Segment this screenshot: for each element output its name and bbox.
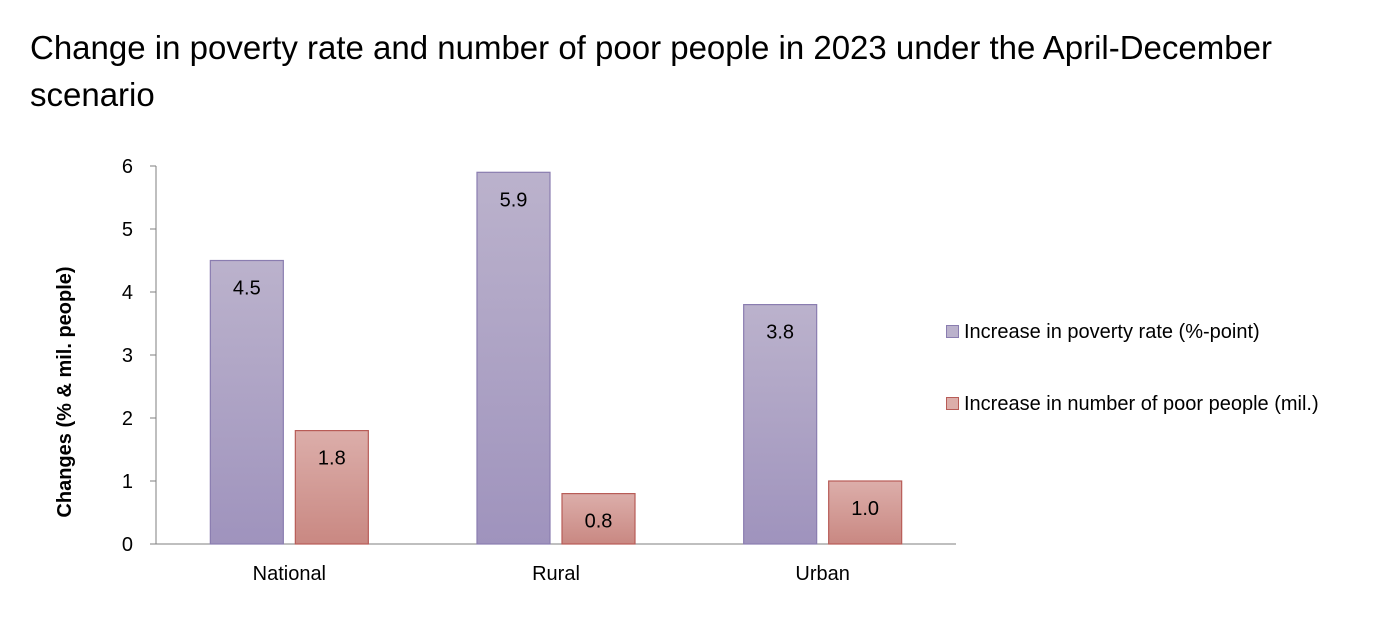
data-label-poverty-rate-national: 4.5 (233, 278, 261, 300)
y-tick-label: 1 (122, 471, 133, 493)
y-tick-label: 6 (122, 156, 133, 178)
legend-label-poor-people: Increase in number of poor people (mil.) (964, 393, 1319, 415)
bar-poor-people-rural (561, 493, 636, 545)
y-tick-label: 4 (122, 282, 133, 304)
y-axis-title: Changes (% & mil. people) (54, 266, 76, 517)
legend-label-poverty-rate: Increase in poverty rate (%-point) (964, 321, 1260, 343)
bar-poor-people-national (294, 430, 369, 545)
chart-title: Change in poverty rate and number of poo… (30, 29, 1272, 113)
bars (209, 171, 903, 545)
y-tick-label: 2 (122, 408, 133, 430)
bar-poverty-rate-urban (743, 304, 818, 545)
data-label-poverty-rate-rural: 5.9 (500, 189, 528, 211)
data-label-poverty-rate-urban: 3.8 (766, 322, 794, 344)
x-tick-label-rural: Rural (532, 563, 580, 585)
y-tick-label: 3 (122, 345, 133, 367)
data-label-poor-people-urban: 1.0 (851, 498, 879, 520)
y-tick-label: 0 (122, 534, 133, 556)
data-label-poor-people-rural: 0.8 (585, 511, 613, 533)
legend-swatch-poor-people (946, 397, 959, 410)
bar-poverty-rate-rural (476, 171, 551, 545)
x-tick-label-urban: Urban (795, 563, 849, 585)
bar-poor-people-urban (828, 480, 903, 545)
bar-poverty-rate-national (209, 259, 284, 545)
y-tick-label: 5 (122, 219, 133, 241)
axes: 0 1 2 3 4 5 6 Changes (% & mil. people) (54, 156, 956, 556)
data-label-poor-people-national: 1.8 (318, 448, 346, 470)
labels: 4.5 1.8 National 5.9 0.8 Rural 3.8 1.0 Urban (233, 189, 879, 585)
x-tick-label-national: National (253, 563, 326, 585)
legend-item-poor-people: Increase in number of poor people (mil.) (946, 392, 1346, 417)
legend-item-poverty-rate: Increase in poverty rate (%-point) (946, 320, 1366, 345)
legend-swatch-poverty-rate (946, 325, 959, 338)
